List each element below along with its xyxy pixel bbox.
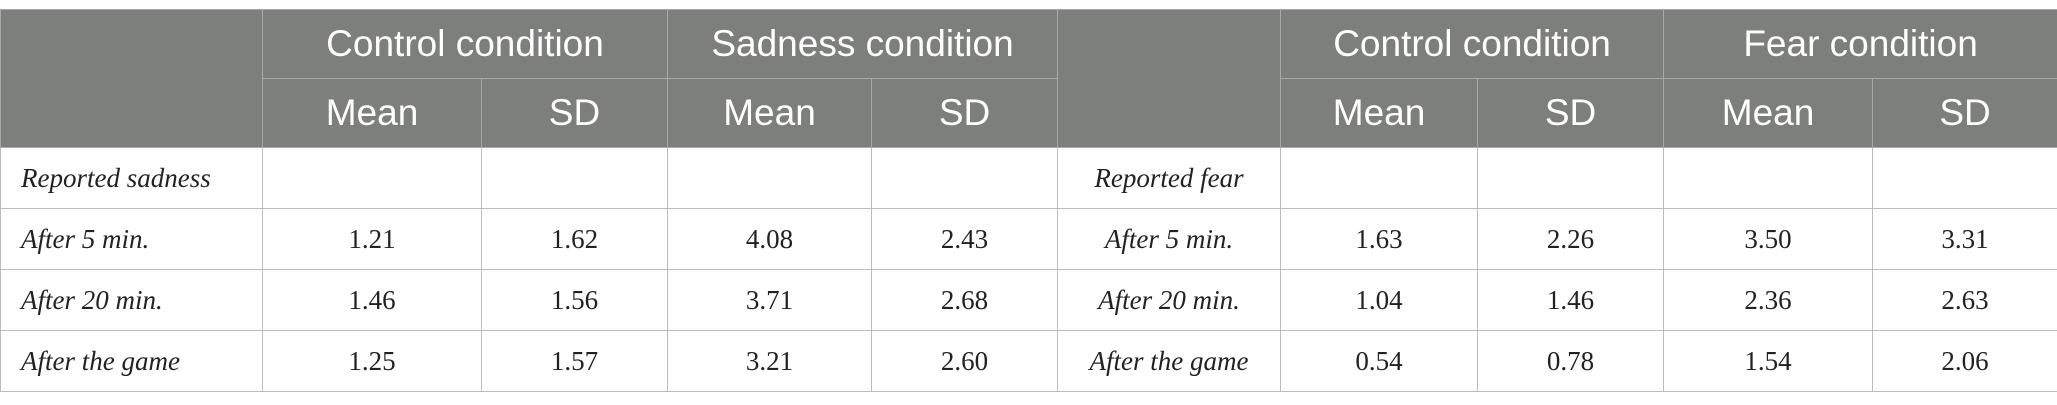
row-label-sadness: After 5 min.: [0, 208, 263, 270]
table-row: After the game 1.25 1.57 3.21 2.60 After…: [0, 330, 2057, 392]
header-corner-mid: [1057, 9, 1282, 148]
table-cell: 1.46: [1477, 269, 1665, 331]
header-row-stats: Mean SD Mean SD Mean SD Mean SD: [1, 78, 2057, 148]
table-cell: 2.26: [1477, 208, 1665, 270]
table-cell: 2.43: [871, 208, 1059, 270]
table-cell: 2.63: [1872, 269, 2057, 331]
header-sd: SD: [480, 78, 669, 148]
row-label-sadness: After the game: [0, 330, 263, 392]
table-cell: 1.57: [480, 330, 669, 392]
table-cell: [1872, 147, 2057, 209]
table-cell: 3.50: [1663, 208, 1874, 270]
row-label-fear: Reported fear: [1057, 147, 1282, 209]
table-cell: 1.25: [262, 330, 482, 392]
table-cell: 1.54: [1663, 330, 1874, 392]
table-cell: 4.08: [667, 208, 873, 270]
header-sd: SD: [1477, 78, 1665, 148]
row-label-sadness: Reported sadness: [0, 147, 263, 209]
table-cell: 1.56: [480, 269, 669, 331]
results-table: Control condition Sadness condition Cont…: [0, 9, 2057, 392]
table-cell: 2.06: [1872, 330, 2057, 392]
header-corner-left: [0, 9, 263, 148]
table-row: Reported sadness Reported fear: [0, 147, 2057, 209]
header-group-control-left: Control condition: [261, 9, 669, 79]
table-cell: 3.31: [1872, 208, 2057, 270]
header-sd: SD: [871, 78, 1059, 148]
header-mean: Mean: [262, 78, 482, 148]
table-cell: 0.54: [1280, 330, 1479, 392]
header-group-sadness: Sadness condition: [667, 9, 1059, 79]
table-cell: [1477, 147, 1665, 209]
row-label-fear: After 20 min.: [1057, 269, 1282, 331]
table-cell: 1.21: [262, 208, 482, 270]
table-cell: 1.63: [1280, 208, 1479, 270]
table-cell: [871, 147, 1059, 209]
header-mean: Mean: [1663, 78, 1874, 148]
header-sd: SD: [1872, 78, 2057, 148]
header-mean: Mean: [667, 78, 873, 148]
header-group-control-right: Control condition: [1280, 9, 1665, 79]
table-cell: 2.68: [871, 269, 1059, 331]
table-cell: [480, 147, 669, 209]
header-mean: Mean: [1280, 78, 1479, 148]
table-cell: [262, 147, 482, 209]
table-cell: 2.36: [1663, 269, 1874, 331]
table-cell: 0.78: [1477, 330, 1665, 392]
table-row: After 5 min. 1.21 1.62 4.08 2.43 After 5…: [0, 208, 2057, 270]
table-cell: [1280, 147, 1479, 209]
row-label-sadness: After 20 min.: [0, 269, 263, 331]
table-cell: 1.62: [480, 208, 669, 270]
table-cell: 3.21: [667, 330, 873, 392]
table-cell: 2.60: [871, 330, 1059, 392]
table-row: After 20 min. 1.46 1.56 3.71 2.68 After …: [0, 269, 2057, 331]
table-cell: 3.71: [667, 269, 873, 331]
header-row-groups: Control condition Sadness condition Cont…: [0, 9, 2057, 148]
table-cell: [667, 147, 873, 209]
table-cell: 1.04: [1280, 269, 1479, 331]
table-cell: 1.46: [262, 269, 482, 331]
header-group-fear: Fear condition: [1663, 9, 2057, 79]
table-cell: [1663, 147, 1874, 209]
row-label-fear: After 5 min.: [1057, 208, 1282, 270]
row-label-fear: After the game: [1057, 330, 1282, 392]
